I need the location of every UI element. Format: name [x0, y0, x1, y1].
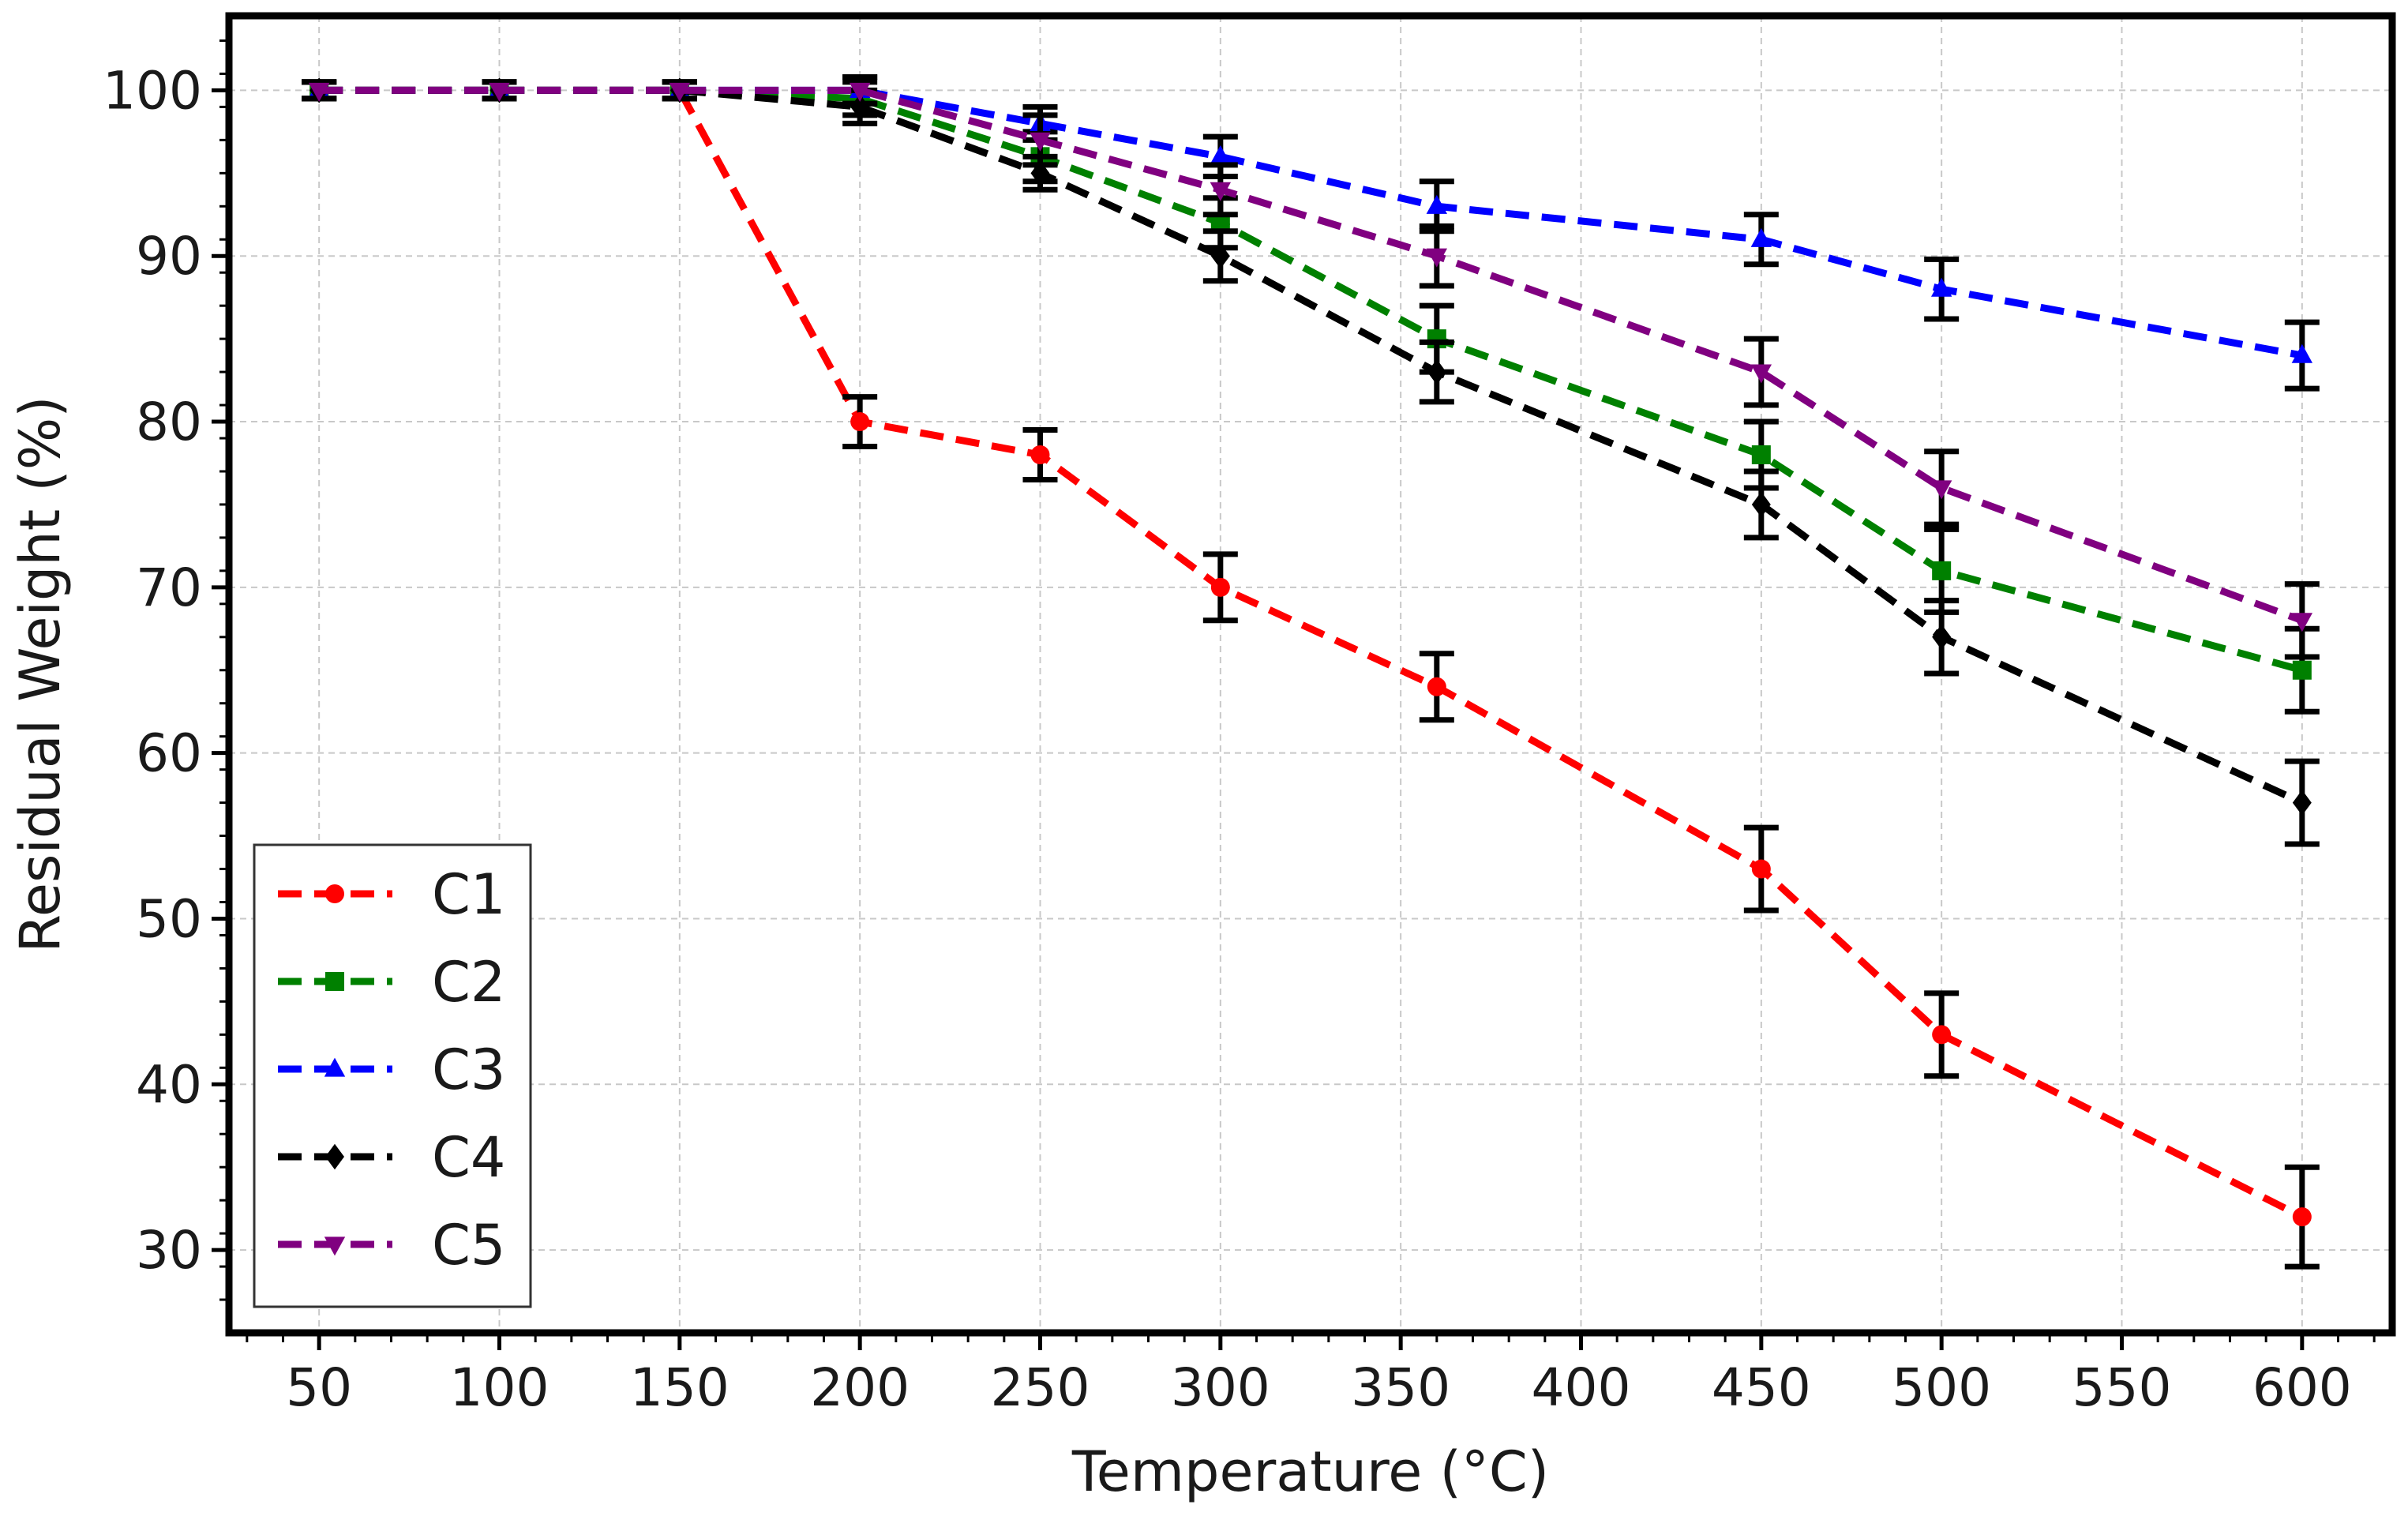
legend-item: C5: [278, 1213, 505, 1278]
x-tick-label: 300: [1171, 1357, 1270, 1418]
data-point: [850, 94, 870, 120]
series-group: [302, 74, 2320, 1270]
y-tick-label: 50: [136, 888, 202, 949]
x-tick-label: 550: [2072, 1357, 2172, 1418]
data-point: [1210, 182, 1232, 201]
data-point: [849, 82, 871, 102]
legend-marker: [325, 884, 344, 903]
legend-item: C4: [278, 1125, 505, 1190]
legend-marker: [324, 1057, 346, 1077]
data-point: [1427, 358, 1446, 385]
x-tick-label: 50: [286, 1357, 352, 1418]
data-point: [669, 82, 691, 102]
y-axis-title: Residual Weight (%): [8, 396, 73, 952]
data-point: [1751, 445, 1771, 464]
legend-label: C1: [432, 862, 505, 927]
data-point: [1751, 491, 1771, 518]
legend-item: C2: [278, 950, 505, 1015]
series-line: [319, 86, 2304, 806]
data-point: [1426, 194, 1448, 214]
data-point: [1426, 248, 1448, 268]
legend-box: [253, 843, 532, 1308]
data-point: [1932, 561, 1952, 580]
legend-label: C3: [432, 1038, 505, 1102]
data-point: [308, 82, 330, 102]
plot-frame: [225, 12, 2396, 1337]
x-tick-label: 100: [450, 1357, 549, 1418]
legend-item: C3: [278, 1038, 505, 1102]
data-point: [1030, 445, 1050, 464]
data-point: [1427, 677, 1446, 696]
data-point: [2292, 1207, 2312, 1227]
data-point: [1750, 364, 1772, 384]
y-tick-label: 80: [136, 392, 202, 452]
data-point: [1930, 480, 1952, 500]
x-tick-label: 400: [1532, 1357, 1631, 1418]
x-tick-label: 250: [991, 1357, 1090, 1418]
series-line: [319, 86, 2304, 1221]
y-tick-label: 40: [136, 1054, 202, 1115]
x-tick-label: 150: [630, 1357, 730, 1418]
y-tick-label: 70: [136, 557, 202, 618]
axis-ticks: 50 100 150 200 250 300 350 400 450 500 550 600 30 40 5…: [103, 39, 2376, 1418]
grid: [229, 16, 2392, 1333]
y-tick-label: 90: [136, 226, 202, 287]
x-tick-label: 450: [1712, 1357, 1811, 1418]
data-point: [850, 412, 870, 432]
series-line: [319, 86, 2304, 625]
series-line: [319, 86, 2303, 359]
data-point: [1930, 277, 1952, 297]
data-point: [489, 82, 510, 102]
legend-item: C1: [278, 862, 505, 927]
data-point: [1932, 1025, 1952, 1045]
legend-marker: [325, 972, 344, 991]
data-point: [1210, 577, 1230, 597]
x-tick-label: 500: [1892, 1357, 1991, 1418]
series-C3: [302, 74, 2320, 392]
x-tick-label: 600: [2252, 1357, 2352, 1418]
data-point: [2292, 790, 2312, 816]
data-point: [1932, 624, 1952, 650]
x-tick-label: 200: [810, 1357, 910, 1418]
y-tick-label: 30: [136, 1220, 202, 1281]
x-axis-title: Temperature (°C): [1071, 1439, 1549, 1504]
y-tick-label: 60: [136, 723, 202, 784]
series-C5: [302, 74, 2320, 660]
data-point: [1030, 132, 1051, 152]
legend-marker: [325, 1143, 344, 1170]
data-point: [2291, 613, 2313, 632]
legend: C1 C2 C3 C4 C5: [253, 843, 532, 1308]
data-point: [1210, 243, 1230, 269]
legend-label: C5: [432, 1213, 505, 1278]
series-C4: [302, 77, 2320, 847]
legend-label: C4: [432, 1125, 505, 1190]
data-point: [1751, 859, 1771, 879]
y-tick-label: 100: [103, 60, 202, 121]
data-point: [2292, 660, 2312, 680]
x-tick-label: 350: [1351, 1357, 1450, 1418]
data-point: [1750, 227, 1772, 247]
legend-label: C2: [432, 950, 505, 1015]
data-point: [1210, 144, 1232, 164]
data-point: [2291, 343, 2313, 363]
legend-marker: [324, 1236, 346, 1256]
